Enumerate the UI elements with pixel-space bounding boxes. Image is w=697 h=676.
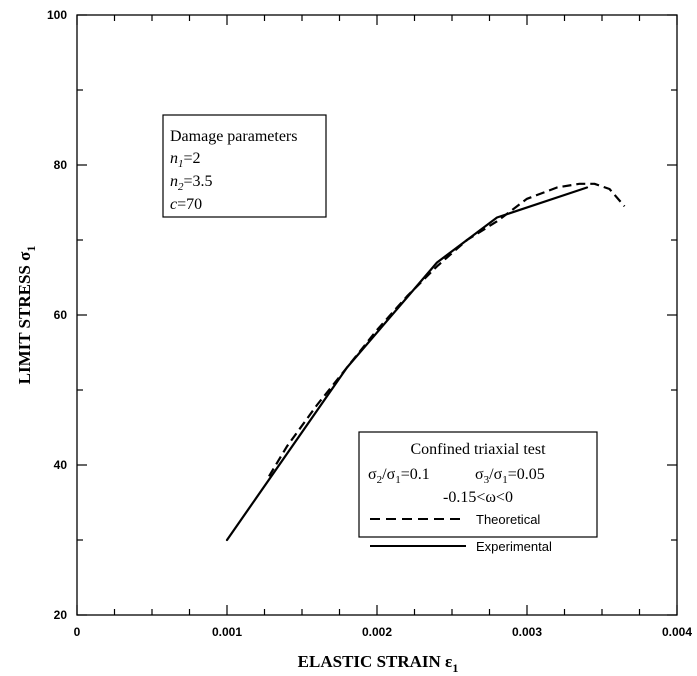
y-tick-label: 60 bbox=[54, 308, 68, 322]
damage-parameters-box: Damage parameters n1=2 n2=3.5 c=70 bbox=[162, 114, 327, 218]
y-tick-label: 40 bbox=[54, 458, 68, 472]
x-tick-label: 0.001 bbox=[212, 625, 242, 639]
y-tick-label: 80 bbox=[54, 158, 68, 172]
param-c: c=70 bbox=[170, 196, 202, 213]
x-axis-title: ELASTIC STRAIN ε1 bbox=[298, 652, 459, 675]
param-n1: n1=2 bbox=[170, 150, 201, 170]
y-axis-title: LIMIT STRESS σ1 bbox=[15, 246, 38, 385]
x-tick-label: 0.004 bbox=[662, 625, 692, 639]
series-line-experimental bbox=[225, 186, 589, 542]
y-tick-label: 20 bbox=[54, 608, 68, 622]
damage-parameters-title: Damage parameters bbox=[170, 128, 297, 145]
x-tick-label: 0 bbox=[74, 625, 81, 639]
y-tick-label: 100 bbox=[47, 8, 67, 22]
series-group bbox=[225, 182, 626, 542]
legend-theoretical-label: Theoretical bbox=[476, 512, 540, 527]
legend-experimental-label: Experimental bbox=[476, 539, 552, 554]
legend-frame bbox=[358, 431, 598, 538]
axis-tick-labels: 0 0.001 0.002 0.003 0.004 20 40 60 80 100 bbox=[47, 8, 692, 639]
x-tick-label: 0.002 bbox=[362, 625, 392, 639]
legend-omega-range: -0.15<ω<0 bbox=[443, 489, 513, 506]
legend-box: Confined triaxial test σ2/σ1=0.1 σ3/σ1=0… bbox=[358, 431, 598, 554]
legend-ratio-sigma3: σ3/σ1=0.05 bbox=[475, 466, 545, 486]
axis-ticks bbox=[76, 14, 678, 616]
param-n2: n2=3.5 bbox=[170, 173, 213, 193]
legend-title: Confined triaxial test bbox=[410, 441, 546, 458]
damage-parameters-frame bbox=[162, 114, 327, 218]
legend-ratio-sigma2: σ2/σ1=0.1 bbox=[368, 466, 430, 486]
x-tick-label: 0.003 bbox=[512, 625, 542, 639]
